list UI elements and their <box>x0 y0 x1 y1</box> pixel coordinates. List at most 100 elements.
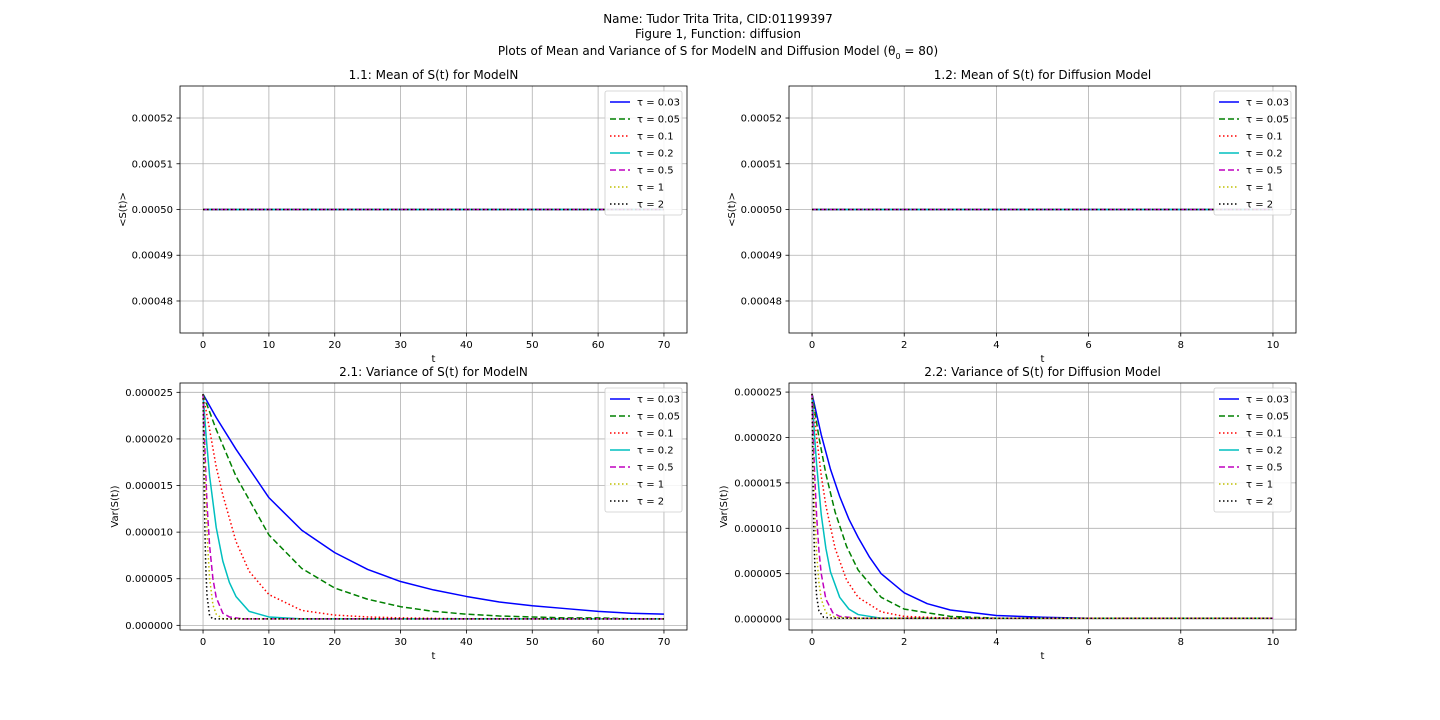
x-tick-label: 8 <box>1178 637 1184 648</box>
x-tick-label: 8 <box>1178 340 1184 351</box>
legend-label: τ = 0.5 <box>637 166 674 177</box>
y-tick-label: 0.000005 <box>734 569 782 580</box>
series-group <box>811 393 1273 619</box>
legend-box <box>604 90 683 216</box>
chart-title: 1.1: Mean of S(t) for ModelN <box>349 68 519 82</box>
y-axis-label: Var(S(t)) <box>110 485 121 527</box>
x-tick-label: 0 <box>809 637 815 648</box>
chart-panel-1: 0 10 20 30 40 50 60 70 0.00048 0.00049 0.00050 0.00… <box>118 68 688 365</box>
chart-title: 2.1: Variance of S(t) for ModelN <box>339 365 528 379</box>
x-tick-label: 10 <box>263 340 276 351</box>
y-tick-label: 0.000015 <box>125 481 173 492</box>
chart-title: 1.2: Mean of S(t) for Diffusion Model <box>934 68 1151 82</box>
x-axis-label: t <box>1041 651 1045 662</box>
series-line-2 <box>202 393 664 620</box>
y-tick-label: 0.00050 <box>132 205 173 216</box>
y-axis-label: Var(S(t)) <box>719 485 730 527</box>
y-tick-label: 0.000020 <box>734 433 782 444</box>
y-tick-label: 0.000015 <box>734 478 782 489</box>
x-tick-label: 4 <box>993 340 999 351</box>
legend-box <box>604 387 683 513</box>
legend-label: τ = 0.1 <box>637 429 674 440</box>
legend-label: τ = 1 <box>1246 480 1273 491</box>
x-axis-label: t <box>432 651 436 662</box>
x-tick-label: 30 <box>394 340 407 351</box>
legend-label: τ = 0.03 <box>637 98 680 109</box>
series-line-1 <box>202 393 664 615</box>
y-tick-label: 0.000010 <box>734 524 782 535</box>
plot-frame <box>788 382 1297 631</box>
x-tick-label: 4 <box>993 637 999 648</box>
legend-label: τ = 0.03 <box>1246 395 1289 406</box>
x-tick-label: 10 <box>1267 637 1280 648</box>
y-tick-label: 0.000025 <box>734 388 782 399</box>
legend-box <box>1213 90 1292 216</box>
legend-label: τ = 0.05 <box>1246 115 1289 126</box>
y-tick-label: 0.00049 <box>132 251 173 262</box>
x-tick-label: 60 <box>592 637 605 648</box>
x-axis-label: t <box>1041 354 1045 365</box>
legend-label: τ = 0.03 <box>637 395 680 406</box>
x-tick-label: 20 <box>328 340 341 351</box>
legend: τ = 0.03 τ = 0.05 τ = 0.1 τ = 0.2 τ = 0.5 τ =… <box>1213 90 1292 216</box>
chart-title: 2.2: Variance of S(t) for Diffusion Mode… <box>924 365 1161 379</box>
legend-label: τ = 0.2 <box>637 149 674 160</box>
legend: τ = 0.03 τ = 0.05 τ = 0.1 τ = 0.2 τ = 0.5 τ =… <box>604 387 683 513</box>
plot-frame <box>179 382 688 631</box>
figure-title-line1: Name: Tudor Trita Trita, CID:01199397 <box>603 12 833 26</box>
legend-label: τ = 1 <box>1246 183 1273 194</box>
y-tick-label: 0.00052 <box>741 114 782 125</box>
x-tick-label: 20 <box>328 637 341 648</box>
x-tick-label: 10 <box>1267 340 1280 351</box>
x-tick-label: 2 <box>901 637 907 648</box>
y-tick-label: 0.000025 <box>125 388 173 399</box>
x-tick-label: 70 <box>658 340 671 351</box>
x-tick-label: 0 <box>200 340 206 351</box>
charts-container: 0 10 20 30 40 50 60 700.000480.000490.000500.00… <box>110 68 1297 662</box>
legend-label: τ = 1 <box>637 480 664 491</box>
legend-label: τ = 0.5 <box>1246 166 1283 177</box>
chart-panel-2: 0 2 4 6 8 10 0.00048 0.00049 0.00050 0.00051 0.000… <box>727 68 1297 365</box>
legend-label: τ = 0.5 <box>637 463 674 474</box>
x-tick-label: 6 <box>1085 637 1091 648</box>
legend-label: τ = 2 <box>1246 497 1273 508</box>
y-axis-label: <S(t)> <box>727 192 738 227</box>
legend-label: τ = 0.2 <box>1246 149 1283 160</box>
x-tick-label: 60 <box>592 340 605 351</box>
x-tick-label: 40 <box>460 637 473 648</box>
legend-label: τ = 0.1 <box>1246 132 1283 143</box>
series-group <box>202 393 664 620</box>
y-tick-label: 0.000005 <box>125 574 173 585</box>
legend-label: τ = 0.5 <box>1246 463 1283 474</box>
x-axis-label: t <box>432 354 436 365</box>
x-tick-label: 2 <box>901 340 907 351</box>
y-tick-label: 0.00051 <box>132 159 173 170</box>
legend-label: τ = 0.03 <box>1246 98 1289 109</box>
x-tick-label: 40 <box>460 340 473 351</box>
x-tick-label: 0 <box>200 637 206 648</box>
y-tick-label: 0.00050 <box>741 205 782 216</box>
series-line-6 <box>811 393 1273 619</box>
chart-panel-4: 0 2 4 6 8 10 0.000000 0.000005 0.000010 0.000015 0… <box>719 365 1297 662</box>
legend-label: τ = 2 <box>1246 200 1273 211</box>
y-tick-label: 0.00051 <box>741 159 782 170</box>
legend: τ = 0.03 τ = 0.05 τ = 0.1 τ = 0.2 τ = 0.5 τ =… <box>1213 387 1292 513</box>
x-tick-label: 70 <box>658 637 671 648</box>
plot-area <box>180 383 687 630</box>
legend-label: τ = 1 <box>637 183 664 194</box>
x-tick-label: 50 <box>526 340 539 351</box>
legend-label: τ = 2 <box>637 200 664 211</box>
legend-label: τ = 0.1 <box>1246 429 1283 440</box>
figure-title-line2: Figure 1, Function: diffusion <box>635 27 801 41</box>
legend-box <box>1213 387 1292 513</box>
x-tick-label: 0 <box>809 340 815 351</box>
y-tick-label: 0.00048 <box>741 296 782 307</box>
y-tick-label: 0.00048 <box>132 296 173 307</box>
legend-label: τ = 2 <box>637 497 664 508</box>
series-line-3 <box>811 393 1273 619</box>
x-tick-label: 10 <box>263 637 276 648</box>
y-tick-label: 0.00049 <box>741 251 782 262</box>
y-axis-label: <S(t)> <box>118 192 129 227</box>
y-tick-label: 0.00052 <box>132 114 173 125</box>
